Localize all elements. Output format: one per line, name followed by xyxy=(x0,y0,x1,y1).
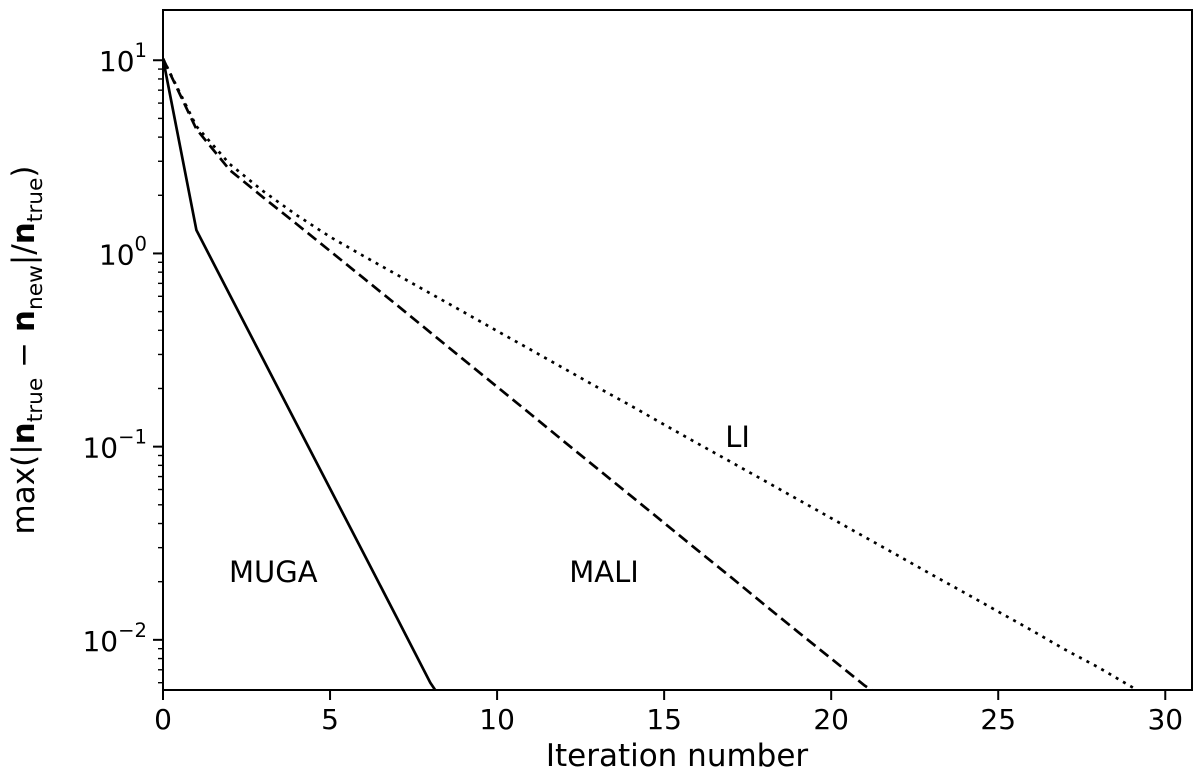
series-li-line xyxy=(163,58,1140,690)
plot-border xyxy=(162,9,1193,691)
x-tick-label: 20 xyxy=(813,703,849,736)
y-tick-label: 100 xyxy=(99,232,147,271)
x-tick-label: 10 xyxy=(479,703,515,736)
y-tick-label: 101 xyxy=(99,39,147,78)
series-mali-line xyxy=(163,58,875,690)
x-tick-label: 15 xyxy=(646,703,682,736)
y-axis-label: max(|ntrue − nnew|/ntrue) xyxy=(6,166,48,535)
series-muga-line xyxy=(163,58,437,690)
y-tick-label: 10−2 xyxy=(82,619,147,658)
annotation-mali-label: MALI xyxy=(569,555,639,589)
x-axis-label: Iteration number xyxy=(546,738,809,774)
x-tick-label: 0 xyxy=(154,703,172,736)
x-tick-label: 30 xyxy=(1147,703,1183,736)
x-tick-label: 5 xyxy=(321,703,339,736)
annotation-li-label: LI xyxy=(725,420,750,454)
annotation-muga-label: MUGA xyxy=(229,555,318,589)
y-tick-label: 10−1 xyxy=(82,426,147,465)
x-tick-label: 25 xyxy=(980,703,1016,736)
series-group xyxy=(163,58,1140,690)
